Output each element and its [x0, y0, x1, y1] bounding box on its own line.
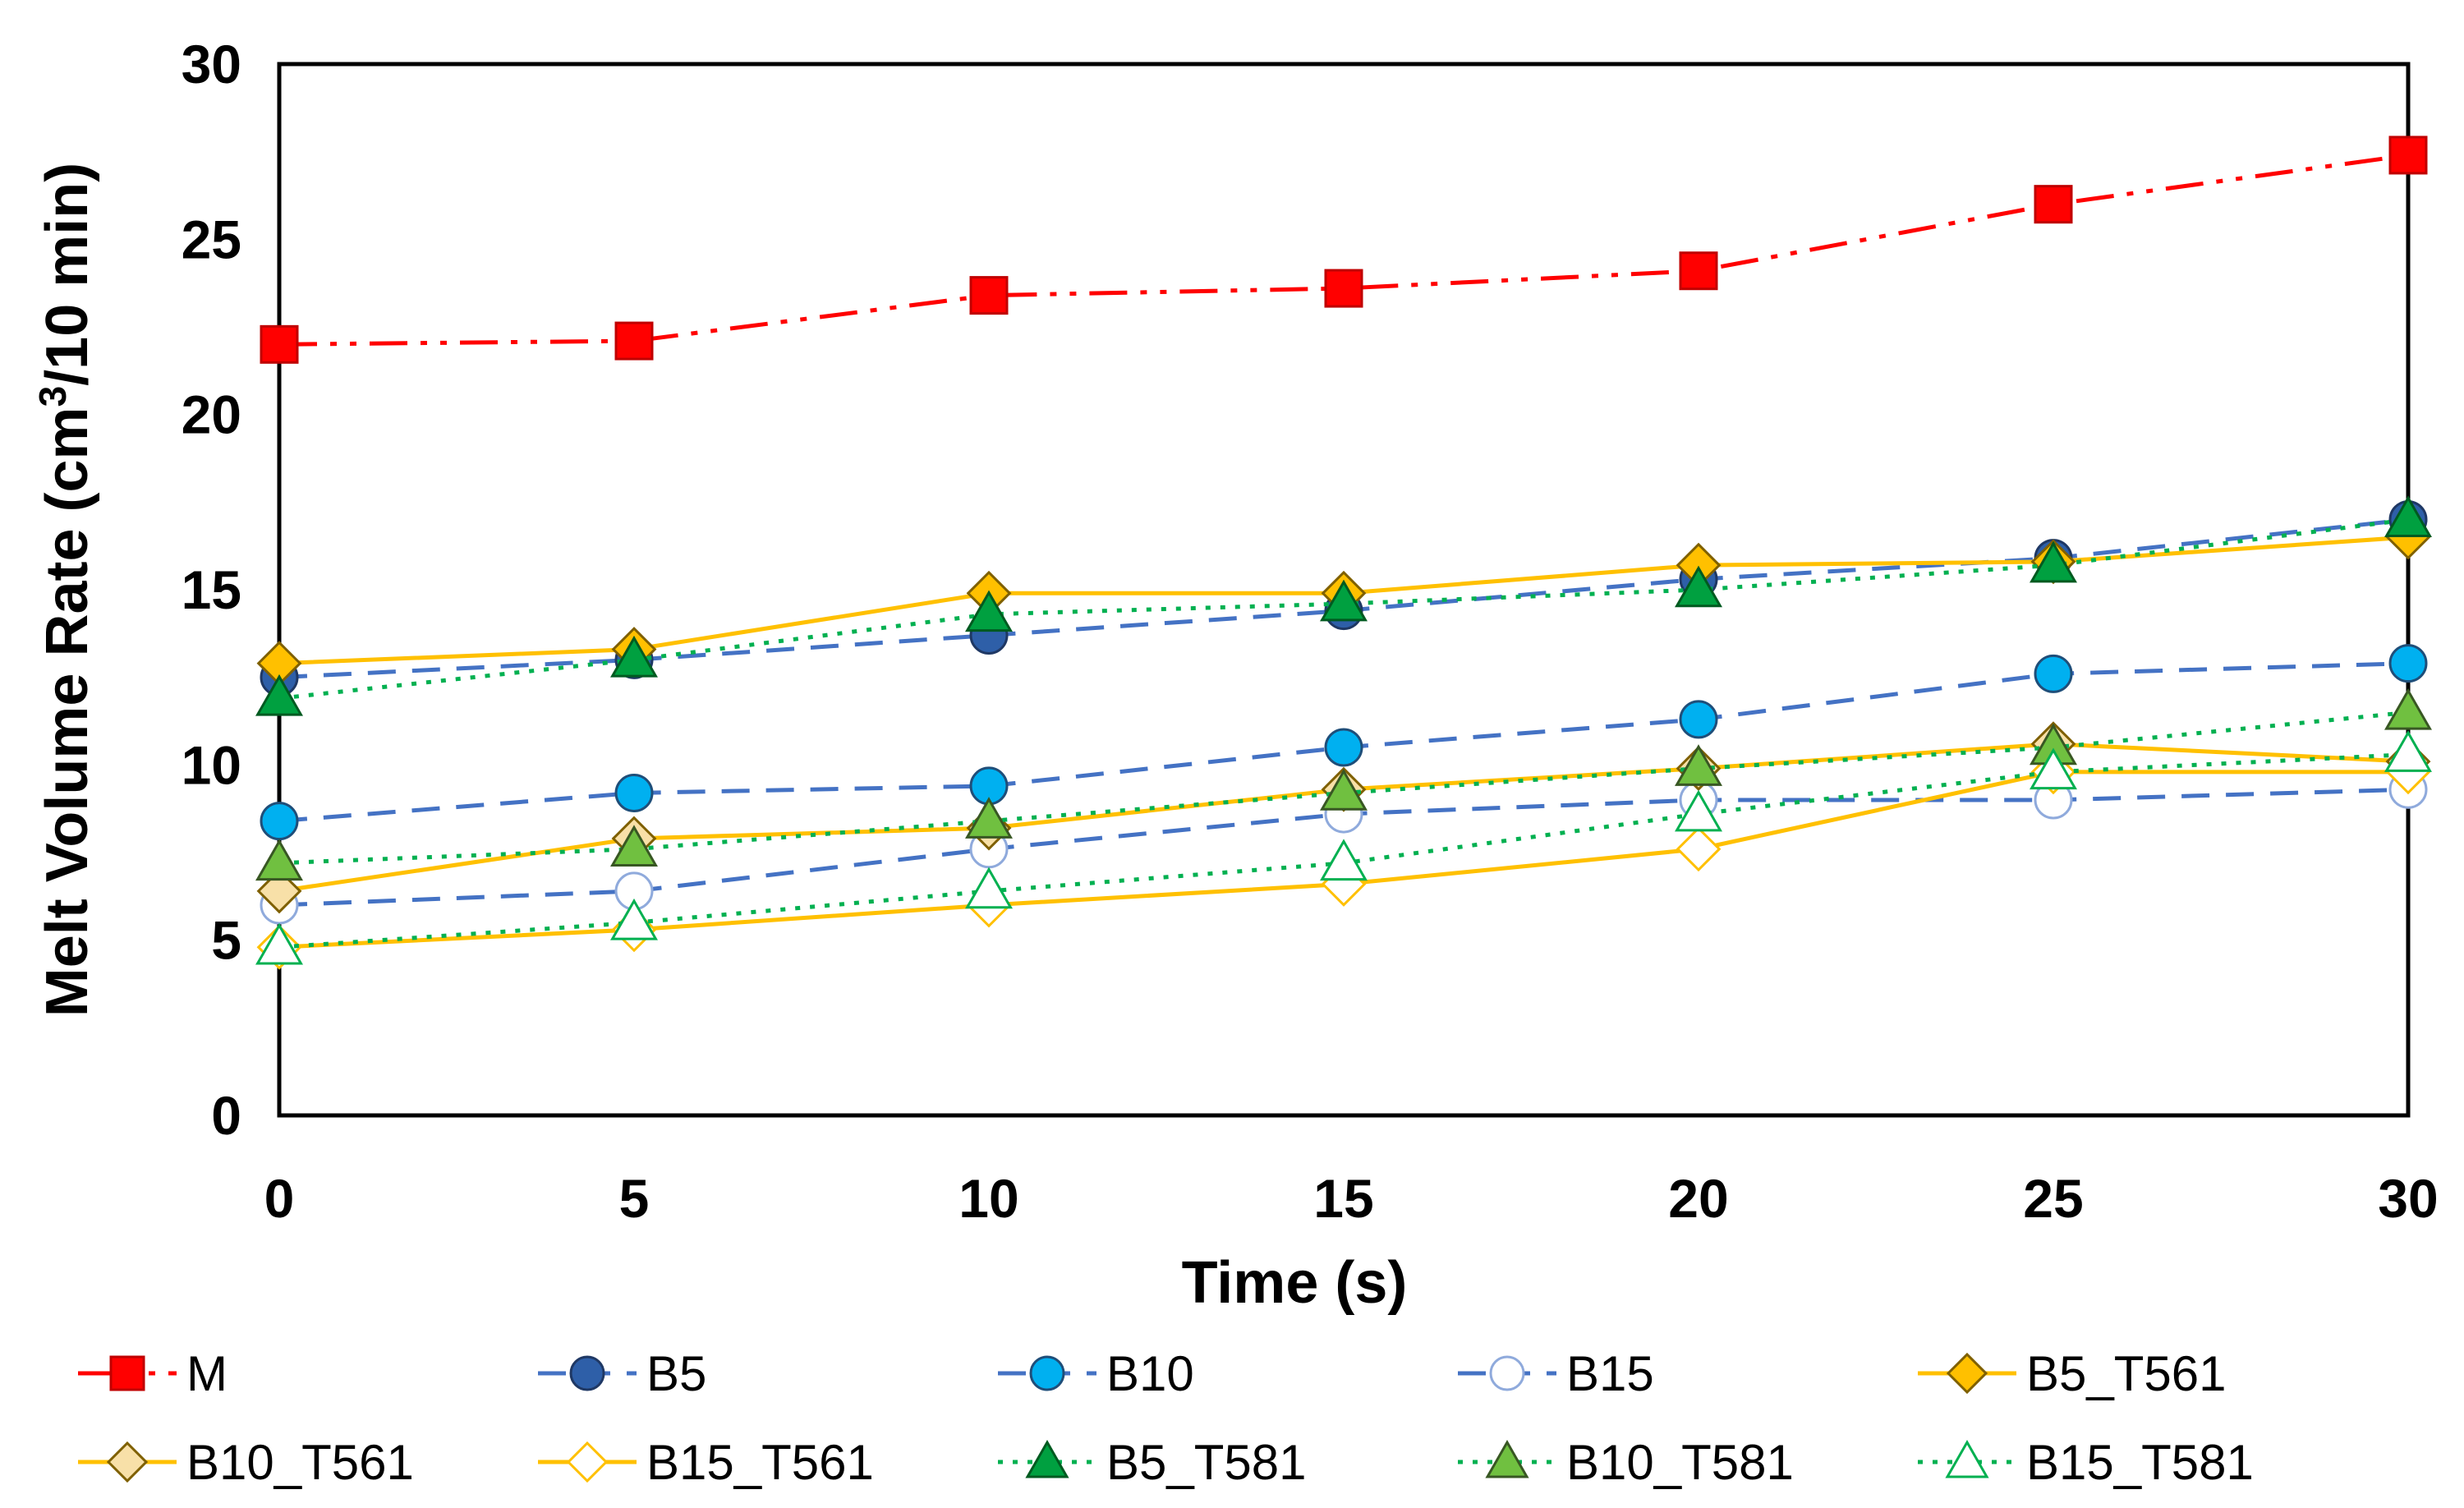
legend-label: B5_T561 [2026, 1346, 2227, 1401]
y-tick-label: 0 [211, 1085, 241, 1146]
legend-item: B10_T561 [78, 1435, 414, 1490]
data-point [2030, 747, 2077, 790]
legend-label: B10_T561 [186, 1435, 414, 1490]
data-point [1675, 744, 1722, 786]
legend-item: B15 [1458, 1346, 1654, 1401]
legend-marker [1945, 1439, 1989, 1478]
legend-item: B5_T561 [1918, 1346, 2227, 1401]
y-axis-title-tail: /10 min) [34, 163, 100, 386]
y-tick-label: 15 [182, 559, 241, 620]
legend-label: M [186, 1346, 228, 1401]
series-b15-t581 [255, 730, 2432, 965]
data-point [610, 635, 658, 678]
data-point [1320, 579, 1368, 622]
x-tick-label: 20 [1668, 1168, 1728, 1229]
legend-marker [569, 1355, 605, 1391]
data-point [2384, 495, 2432, 537]
y-axis-ticks: 0 5 10 15 20 25 30 [182, 34, 241, 1146]
data-point [1324, 269, 1363, 308]
legend-label: B10_T581 [1566, 1435, 1794, 1490]
y-tick-label: 10 [182, 734, 241, 795]
legend-marker [1489, 1355, 1525, 1391]
series-b5-t581 [255, 495, 2432, 716]
legend-item: B15_T561 [538, 1435, 874, 1490]
data-point [1676, 826, 1722, 872]
y-axis-title-superscript: 3 [31, 386, 74, 407]
legend-marker [566, 1441, 609, 1483]
data-point [1675, 789, 1722, 832]
data-point [1324, 728, 1363, 767]
data-point [255, 674, 303, 716]
x-tick-label: 10 [958, 1168, 1018, 1229]
data-point [2034, 185, 2073, 224]
y-axis-title-main: Melt Volume Rate (cm [34, 407, 100, 1017]
data-point [1320, 769, 1368, 811]
legend-item: B10 [998, 1346, 1194, 1401]
legend-label: B15_T581 [2026, 1435, 2254, 1490]
legend-marker [1025, 1439, 1069, 1478]
x-axis-title: Time (s) [1182, 1250, 1408, 1316]
series-line [278, 153, 2409, 347]
data-point [610, 825, 658, 867]
x-tick-label: 15 [1313, 1168, 1373, 1229]
data-point [614, 773, 654, 812]
data-point [614, 321, 654, 361]
legend-marker [109, 1355, 145, 1391]
legend-marker [1946, 1352, 1988, 1395]
data-point [2384, 730, 2432, 772]
x-tick-label: 25 [2023, 1168, 2083, 1229]
legend-label: B15_T561 [646, 1435, 874, 1490]
data-point [2034, 654, 2073, 693]
legend-label: B15 [1566, 1346, 1654, 1401]
data-point [610, 898, 658, 940]
legend-label: B10 [1106, 1346, 1194, 1401]
data-point [2030, 540, 2077, 583]
legend-label: B5_T581 [1106, 1435, 1307, 1490]
data-point [1679, 700, 1718, 739]
plot-frame [277, 62, 2411, 1118]
data-point [965, 867, 1013, 909]
data-point [256, 868, 302, 914]
data-point [260, 324, 299, 364]
y-tick-label: 20 [182, 384, 241, 445]
y-axis-title: Melt Volume Rate (cm3/10 min) [31, 163, 100, 1018]
y-tick-label: 30 [182, 34, 241, 94]
y-tick-label: 25 [182, 209, 241, 269]
data-point [1320, 839, 1368, 881]
x-tick-label: 5 [619, 1168, 650, 1229]
data-point [255, 839, 303, 881]
series-layer [255, 136, 2432, 970]
data-point [969, 276, 1009, 315]
data-point [260, 802, 299, 841]
x-axis-ticks: 0 5 10 15 20 25 30 [264, 1168, 2439, 1229]
x-tick-label: 0 [264, 1168, 295, 1229]
legend-marker [1029, 1355, 1065, 1391]
legend-label: B5 [646, 1346, 706, 1401]
legend-item: B15_T581 [1918, 1435, 2254, 1490]
legend-item: B5_T581 [998, 1435, 1307, 1490]
data-point [965, 590, 1013, 632]
data-point [2388, 644, 2428, 683]
data-point [965, 797, 1013, 839]
data-point [2384, 687, 2432, 730]
data-point [255, 922, 303, 965]
x-tick-label: 30 [2378, 1168, 2438, 1229]
data-point [1679, 251, 1718, 291]
series-b10 [260, 644, 2428, 841]
legend-marker [106, 1441, 149, 1483]
data-point [2388, 136, 2428, 175]
data-point [1675, 565, 1722, 608]
y-tick-label: 5 [211, 910, 241, 971]
legend-marker [1485, 1439, 1529, 1478]
series-m [260, 136, 2428, 364]
legend: M B5 B10 B15 B5_T561 B10_T561 B15_T561 B5_T581 B… [78, 1346, 2254, 1490]
legend-item: M [78, 1346, 228, 1401]
legend-item: B5 [538, 1346, 706, 1401]
legend-item: B10_T581 [1458, 1435, 1794, 1490]
series-b10-t581 [255, 687, 2432, 881]
